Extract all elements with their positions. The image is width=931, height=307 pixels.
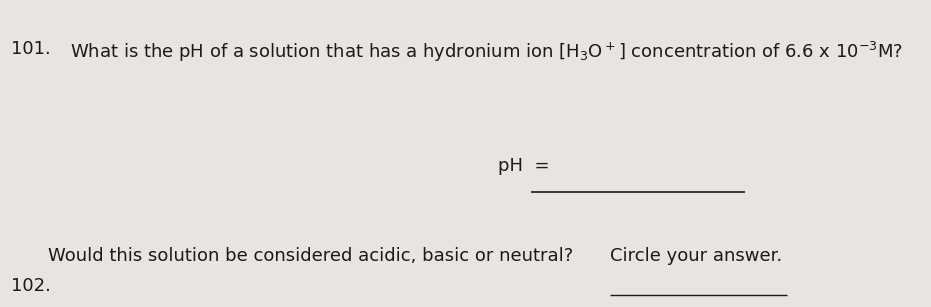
Text: 101.: 101. <box>11 40 51 58</box>
Text: Circle your answer.: Circle your answer. <box>610 247 782 265</box>
Text: Would this solution be considered acidic, basic or neutral?: Would this solution be considered acidic… <box>48 247 586 265</box>
Text: 102.: 102. <box>11 277 51 295</box>
Text: What is the pH of a solution that has a hydronium ion $[\mathrm{H_3O^+}]$ concen: What is the pH of a solution that has a … <box>70 40 903 64</box>
Text: pH  =: pH = <box>498 157 549 175</box>
